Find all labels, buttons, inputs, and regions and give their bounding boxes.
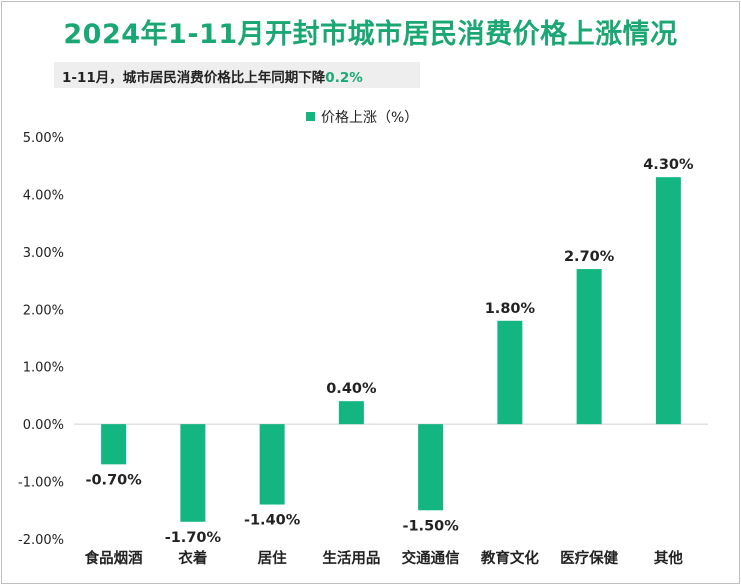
bar bbox=[655, 177, 681, 425]
x-tick-label: 教育文化 bbox=[480, 549, 539, 567]
data-label: -1.70% bbox=[165, 530, 222, 546]
data-label: 2.70% bbox=[564, 249, 615, 265]
x-tick-label: 交通通信 bbox=[402, 549, 460, 567]
data-label: 1.80% bbox=[485, 301, 536, 317]
x-tick-label: 其他 bbox=[654, 549, 683, 567]
x-tick-label: 居住 bbox=[258, 549, 287, 567]
subtitle-box bbox=[54, 62, 420, 88]
x-tick-label: 食品烟酒 bbox=[85, 549, 143, 567]
subtitle-text: 1-11月，城市居民消费价格比上年同期下降 bbox=[62, 70, 326, 86]
bar bbox=[338, 401, 364, 425]
y-tick-label: -2.00% bbox=[18, 533, 64, 548]
y-tick-label: 1.00% bbox=[23, 361, 64, 376]
data-label: -1.40% bbox=[244, 513, 301, 529]
y-tick-label: 2.00% bbox=[23, 303, 64, 318]
x-tick-label: 医疗保健 bbox=[560, 549, 618, 567]
y-tick-label: 3.00% bbox=[23, 246, 64, 261]
data-label: -1.50% bbox=[402, 518, 459, 534]
legend-label: 价格上涨（%） bbox=[321, 110, 419, 126]
y-tick-label: 5.00% bbox=[23, 131, 64, 146]
y-tick-label: 0.00% bbox=[23, 418, 64, 433]
bar bbox=[418, 424, 444, 511]
subtitle: 1-11月，城市居民消费价格比上年同期下降0.2% bbox=[62, 66, 363, 86]
bar bbox=[576, 269, 602, 425]
y-tick-label: 4.00% bbox=[23, 188, 64, 203]
bar bbox=[497, 320, 523, 425]
bar bbox=[180, 424, 206, 522]
data-label: 4.30% bbox=[643, 157, 694, 173]
x-tick-label: 生活用品 bbox=[322, 549, 380, 567]
legend-swatch bbox=[306, 112, 315, 121]
bar bbox=[259, 424, 285, 505]
bar bbox=[101, 424, 127, 465]
legend: 价格上涨（%） bbox=[306, 107, 418, 127]
subtitle-highlight: 0.2% bbox=[325, 70, 363, 86]
y-tick-label: -1.00% bbox=[18, 476, 64, 491]
chart-title: 2024年1-11月开封市城市居民消费价格上涨情况 bbox=[63, 19, 678, 50]
x-tick-label: 衣着 bbox=[178, 549, 207, 567]
data-label: 0.40% bbox=[326, 381, 377, 397]
data-label: -0.70% bbox=[85, 472, 142, 488]
